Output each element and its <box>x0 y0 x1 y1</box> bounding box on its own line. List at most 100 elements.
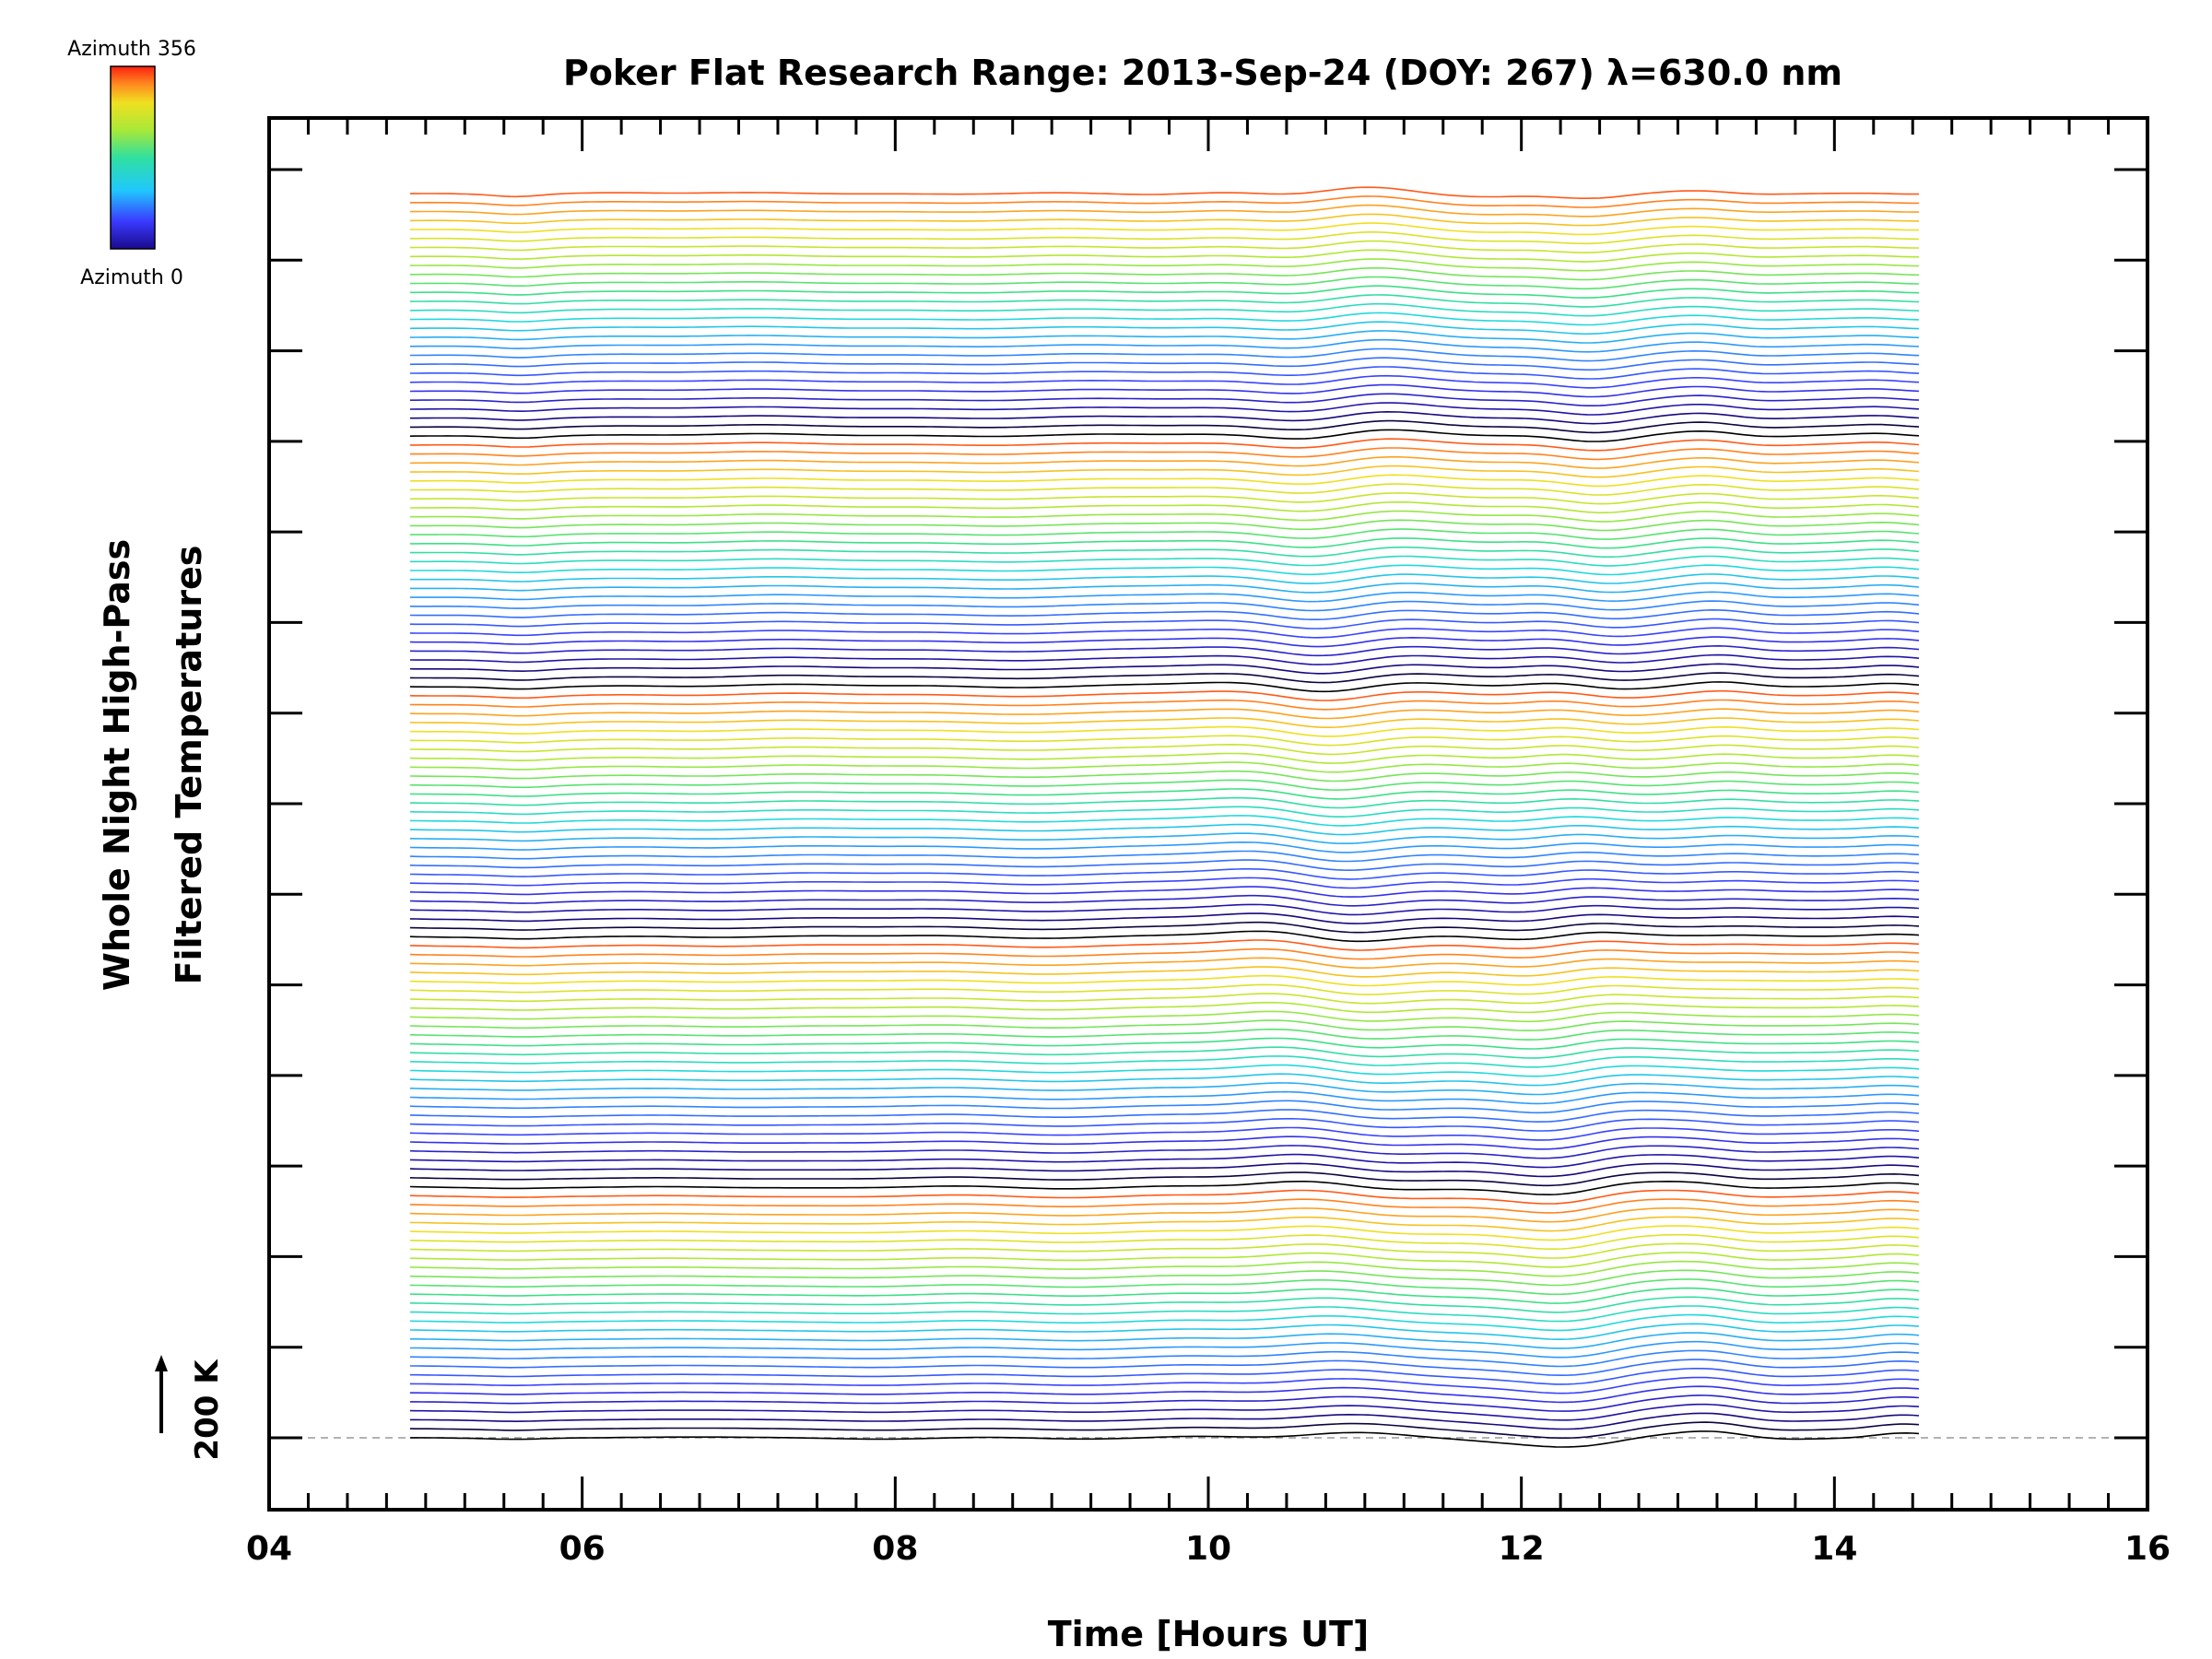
series-line <box>409 600 1920 612</box>
series-line <box>409 841 1920 853</box>
series-line <box>409 555 1920 567</box>
series-line <box>409 1368 1920 1385</box>
axis-ticks <box>267 118 2149 1510</box>
series-line <box>409 410 1920 425</box>
series-line <box>409 1145 1920 1159</box>
series-line <box>409 993 1920 1005</box>
series-line <box>409 1332 1920 1349</box>
colorbar: Azimuth 356 Azimuth 0 <box>67 38 196 289</box>
series-line <box>409 294 1920 308</box>
y-axis-label-line1: Whole Night High-Pass <box>97 539 137 991</box>
chart-title: Poker Flat Research Range: 2013-Sep-24 (… <box>563 53 1842 93</box>
series-line <box>409 1430 1920 1448</box>
series-line <box>409 947 1920 960</box>
x-tick-label: 08 <box>872 1530 918 1568</box>
x-tick-labels: 04 06 08 10 12 14 16 <box>246 1530 2171 1568</box>
series-line <box>409 921 1920 934</box>
series-line <box>409 912 1920 924</box>
series-line <box>409 1171 1920 1187</box>
series-line <box>409 285 1920 299</box>
series-line <box>409 644 1920 657</box>
series-line <box>409 886 1920 898</box>
series-line <box>409 663 1920 675</box>
series-line <box>409 455 1920 469</box>
series-line <box>409 796 1920 809</box>
series-line <box>409 357 1920 371</box>
series-line <box>409 1296 1920 1313</box>
series-line <box>409 240 1920 253</box>
scale-bar: 200 K <box>155 1355 226 1461</box>
series-line <box>409 258 1920 272</box>
series-line <box>409 1225 1920 1241</box>
series-line <box>409 939 1920 951</box>
series-line <box>409 1090 1920 1105</box>
colorbar-top-label: Azimuth 356 <box>67 38 196 61</box>
series-line <box>409 537 1920 549</box>
series-line <box>409 1287 1920 1304</box>
series-line <box>409 725 1920 737</box>
colorbar-gradient <box>110 65 156 250</box>
x-tick-label: 14 <box>1811 1530 1857 1568</box>
series-line <box>409 1064 1920 1077</box>
series-line <box>409 1046 1920 1059</box>
series-line <box>409 1126 1920 1141</box>
series-line <box>409 1278 1920 1296</box>
series-line <box>409 608 1920 620</box>
series-line <box>409 528 1920 540</box>
series-line <box>409 743 1920 756</box>
series-line <box>409 1349 1920 1368</box>
series-line <box>409 1359 1920 1377</box>
series-line <box>409 1010 1920 1023</box>
series-line <box>409 1207 1920 1223</box>
series-line <box>409 1037 1920 1050</box>
series-line <box>409 321 1920 335</box>
series-line <box>409 806 1920 818</box>
series-line <box>409 393 1920 406</box>
series-line <box>409 1394 1920 1412</box>
series-line <box>409 752 1920 764</box>
series-line <box>409 186 1919 199</box>
series-line <box>409 347 1920 362</box>
series-line <box>409 689 1920 701</box>
x-axis-label: Time [Hours UT] <box>1048 1614 1370 1654</box>
series-line <box>409 1109 1920 1124</box>
series-line <box>409 266 1920 281</box>
series-line <box>409 1260 1920 1277</box>
y-axis-label-line2: Filtered Temperatures <box>169 546 209 985</box>
series-line <box>409 681 1920 693</box>
series-line <box>409 761 1920 773</box>
series-line <box>409 582 1920 594</box>
series-line <box>409 1073 1920 1087</box>
series-line <box>409 312 1920 326</box>
series-line <box>409 519 1920 532</box>
series-line <box>409 573 1920 584</box>
series-line <box>409 510 1920 523</box>
series-line <box>409 1180 1920 1196</box>
series-line <box>409 1385 1920 1404</box>
series-line <box>409 302 1920 317</box>
series-line <box>409 483 1920 496</box>
series-line <box>409 1269 1920 1287</box>
series-line <box>409 672 1920 684</box>
series-line <box>409 1216 1920 1232</box>
series-line <box>409 1100 1920 1114</box>
series-line <box>409 832 1920 844</box>
series-line <box>409 1198 1920 1214</box>
series-line <box>409 564 1920 576</box>
series-line <box>409 1001 1920 1014</box>
series-line <box>409 877 1920 889</box>
series-line <box>409 1082 1920 1096</box>
series-line <box>409 374 1920 389</box>
series-line <box>409 465 1920 478</box>
series-line <box>409 618 1920 629</box>
series-line <box>409 1242 1920 1259</box>
series-line <box>409 338 1920 353</box>
series-line <box>409 735 1920 747</box>
x-tick-label: 12 <box>1499 1530 1545 1568</box>
series-line <box>409 1019 1920 1031</box>
series-line <box>409 1305 1920 1323</box>
series-line <box>409 850 1920 863</box>
series-line <box>409 868 1920 880</box>
x-tick-label: 04 <box>246 1530 292 1568</box>
